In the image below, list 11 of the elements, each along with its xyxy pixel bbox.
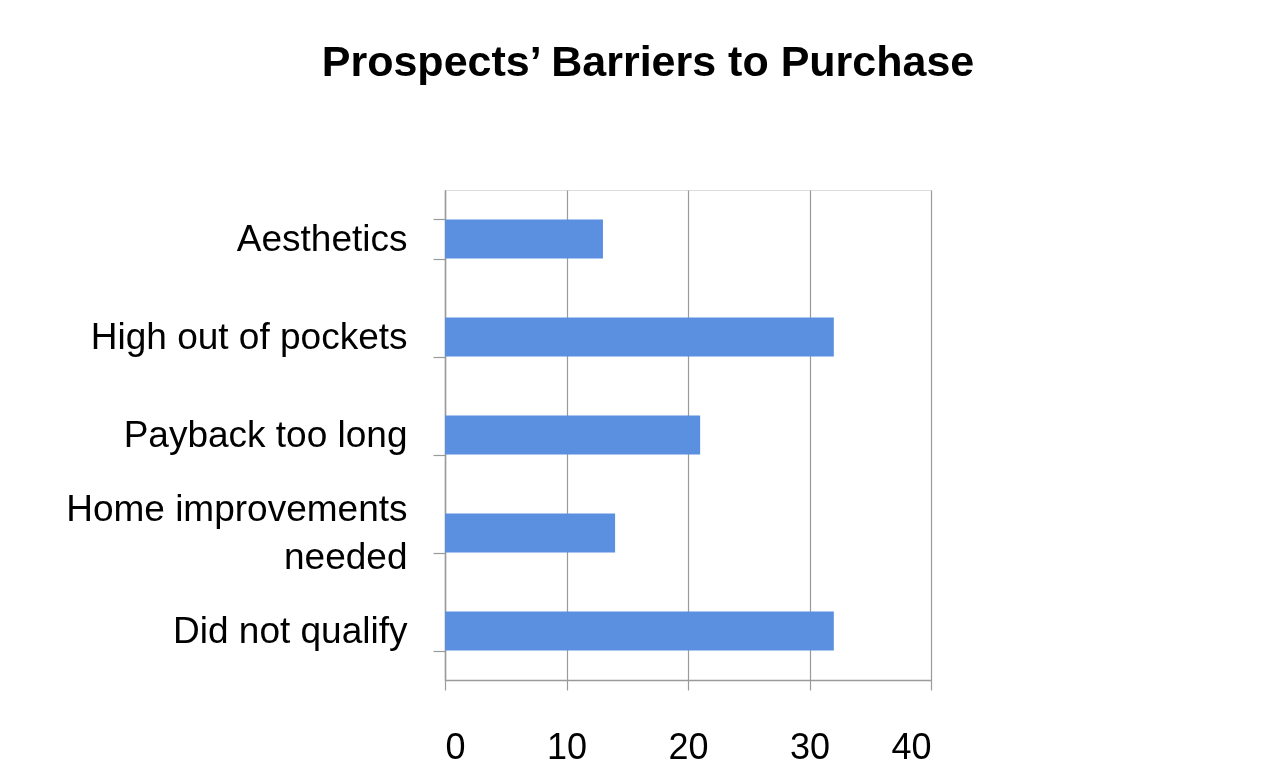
x-tick-label: 10: [546, 725, 588, 767]
x-tick-label: 40: [891, 725, 932, 767]
y-tick-label: Aesthetics: [236, 217, 408, 259]
y-tick-label: Did not qualify: [173, 609, 408, 651]
x-tick-label: 20: [668, 725, 709, 767]
y-tick-label: High out of pockets: [90, 315, 408, 357]
x-tick-label: 0: [445, 725, 466, 767]
y-tick-label: Payback too long: [123, 413, 408, 455]
chart-title: Prospects’ Barriers to Purchase: [321, 37, 975, 85]
y-tick-label: Home improvements needed: [66, 487, 408, 577]
x-tick-label: 30: [789, 725, 831, 767]
